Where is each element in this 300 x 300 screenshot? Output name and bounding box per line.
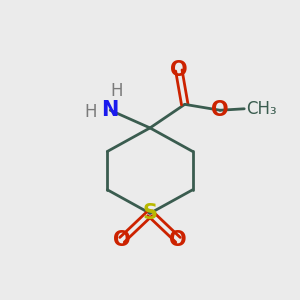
Text: O: O	[211, 100, 229, 120]
Text: O: O	[170, 61, 188, 80]
Text: H: H	[85, 103, 98, 121]
Text: O: O	[113, 230, 131, 250]
Text: O: O	[169, 230, 187, 250]
Text: H: H	[110, 82, 122, 100]
Text: CH₃: CH₃	[246, 100, 276, 118]
Text: N: N	[102, 100, 119, 120]
Text: S: S	[142, 203, 158, 223]
